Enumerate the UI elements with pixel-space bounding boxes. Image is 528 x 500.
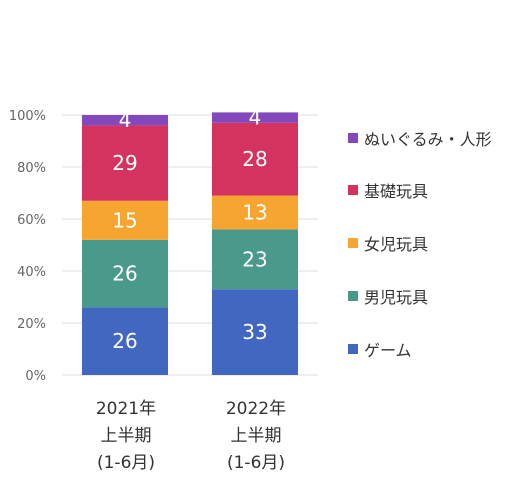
bar-segment — [82, 125, 168, 201]
x-tick-label-2022: 2022年 上半期 (1-6月) — [196, 396, 316, 477]
data-label: 13 — [242, 201, 267, 225]
bar-segment — [82, 239, 168, 308]
x-tick-line: 上半期 — [100, 426, 152, 446]
legend-label: 女児玩具 — [364, 235, 429, 254]
data-label: 23 — [242, 247, 267, 271]
data-label: 15 — [112, 208, 137, 232]
legend-swatch — [348, 133, 358, 143]
legend-label: ゲーム — [364, 341, 412, 360]
x-tick-line: (1-6月) — [226, 453, 286, 473]
bar-segment — [212, 229, 298, 290]
legend-swatch — [348, 238, 358, 248]
data-label: 4 — [119, 108, 132, 132]
legend-item-girls-toys: 女児玩具 — [348, 231, 428, 255]
y-tick-label: 100% — [9, 109, 46, 124]
legend-item-boys-toys: 男児玩具 — [348, 284, 428, 308]
legend-label: 基礎玩具 — [364, 182, 429, 201]
y-tick-label: 60% — [17, 213, 46, 228]
bar-segment — [82, 115, 168, 126]
x-tick-line: (1-6月) — [96, 453, 156, 473]
bar-segment — [82, 307, 168, 375]
y-tick-label: 20% — [17, 317, 46, 332]
x-tick-line: 2021年 — [95, 399, 157, 419]
legend-swatch — [348, 344, 358, 354]
x-tick-label-2021: 2021年 上半期 (1-6月) — [66, 396, 186, 477]
data-label: 29 — [112, 151, 137, 175]
y-tick-label: 0% — [25, 369, 46, 384]
bar-segment — [212, 122, 298, 196]
legend-item-games: ゲーム — [348, 337, 412, 361]
data-label: 33 — [242, 320, 267, 344]
legend-item-dolls: ぬいぐるみ・人形 — [348, 126, 492, 150]
legend-label: 男児玩具 — [364, 288, 429, 307]
x-tick-line: 上半期 — [230, 426, 282, 446]
bar-segment — [212, 195, 298, 230]
legend-swatch — [348, 185, 358, 195]
legend-label: ぬいぐるみ・人形 — [364, 130, 492, 149]
legend-item-basic-toys: 基礎玩具 — [348, 178, 428, 202]
bar-segment — [82, 200, 168, 240]
data-label: 26 — [112, 262, 137, 286]
y-tick-label: 80% — [17, 161, 46, 176]
data-label: 4 — [249, 106, 262, 130]
x-tick-line: 2022年 — [225, 399, 287, 419]
bar-segment — [212, 289, 298, 375]
data-label: 26 — [112, 329, 137, 353]
bar-segment — [212, 112, 298, 123]
y-tick-label: 40% — [17, 265, 46, 280]
data-label: 28 — [242, 147, 267, 171]
legend-swatch — [348, 291, 358, 301]
